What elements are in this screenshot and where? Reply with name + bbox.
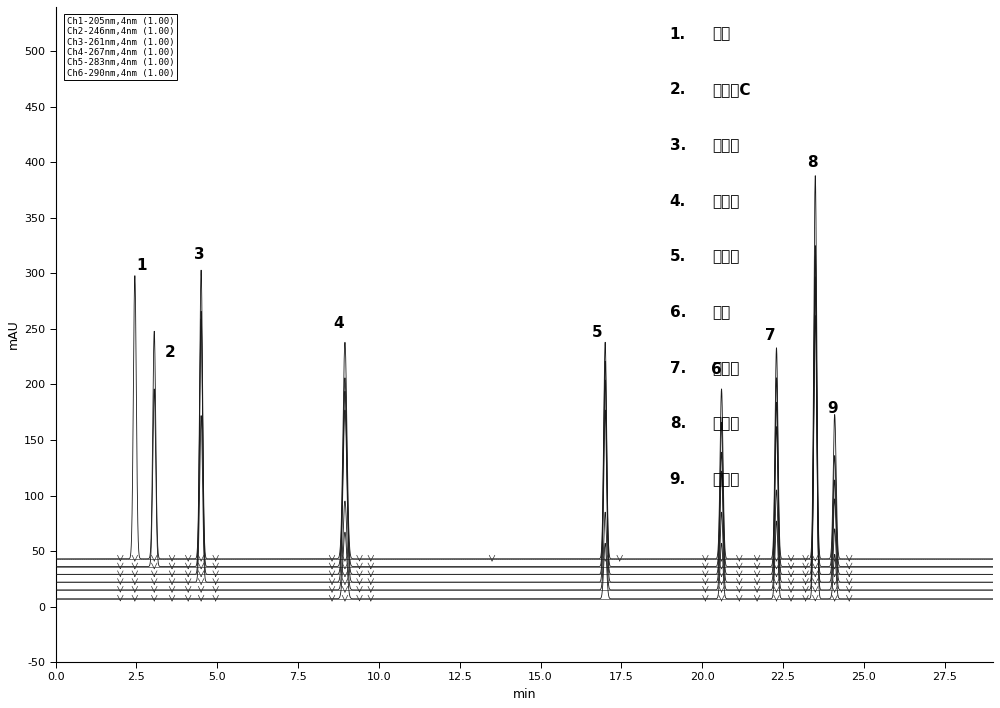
Text: 5: 5 [592, 325, 602, 340]
Text: 叶酸: 叶酸 [712, 305, 730, 320]
Text: 7.: 7. [670, 360, 686, 376]
Text: 3.: 3. [670, 138, 686, 153]
Text: 吖哶醇: 吖哶醇 [712, 194, 739, 209]
X-axis label: min: min [513, 688, 536, 701]
Text: 生物素: 生物素 [712, 472, 739, 487]
Y-axis label: mAU: mAU [7, 319, 20, 349]
Text: 7: 7 [765, 329, 775, 343]
Text: 5.: 5. [670, 249, 686, 264]
Text: 核黄素: 核黄素 [712, 416, 739, 431]
Text: 烟酶胺: 烟酶胺 [712, 138, 739, 153]
Text: 硫胺: 硫胺 [712, 27, 730, 42]
Text: 9.: 9. [670, 472, 686, 487]
Text: 氧鑶胺: 氧鑶胺 [712, 360, 739, 376]
Text: Ch1-205nm,4nm (1.00)
Ch2-246nm,4nm (1.00)
Ch3-261nm,4nm (1.00)
Ch4-267nm,4nm (1.: Ch1-205nm,4nm (1.00) Ch2-246nm,4nm (1.00… [67, 17, 174, 78]
Text: 8.: 8. [670, 416, 686, 431]
Text: 1: 1 [136, 258, 147, 273]
Text: 8: 8 [807, 155, 818, 170]
Text: 泛酸馒: 泛酸馒 [712, 249, 739, 264]
Text: 2.: 2. [670, 82, 686, 97]
Text: 4.: 4. [670, 194, 686, 209]
Text: 2: 2 [165, 345, 176, 360]
Text: 4: 4 [333, 316, 344, 331]
Text: 9: 9 [828, 401, 838, 416]
Text: 6.: 6. [670, 305, 686, 320]
Text: 维生素C: 维生素C [712, 82, 750, 97]
Text: 3: 3 [194, 247, 205, 263]
Text: 6: 6 [711, 362, 722, 377]
Text: 1.: 1. [670, 27, 686, 42]
